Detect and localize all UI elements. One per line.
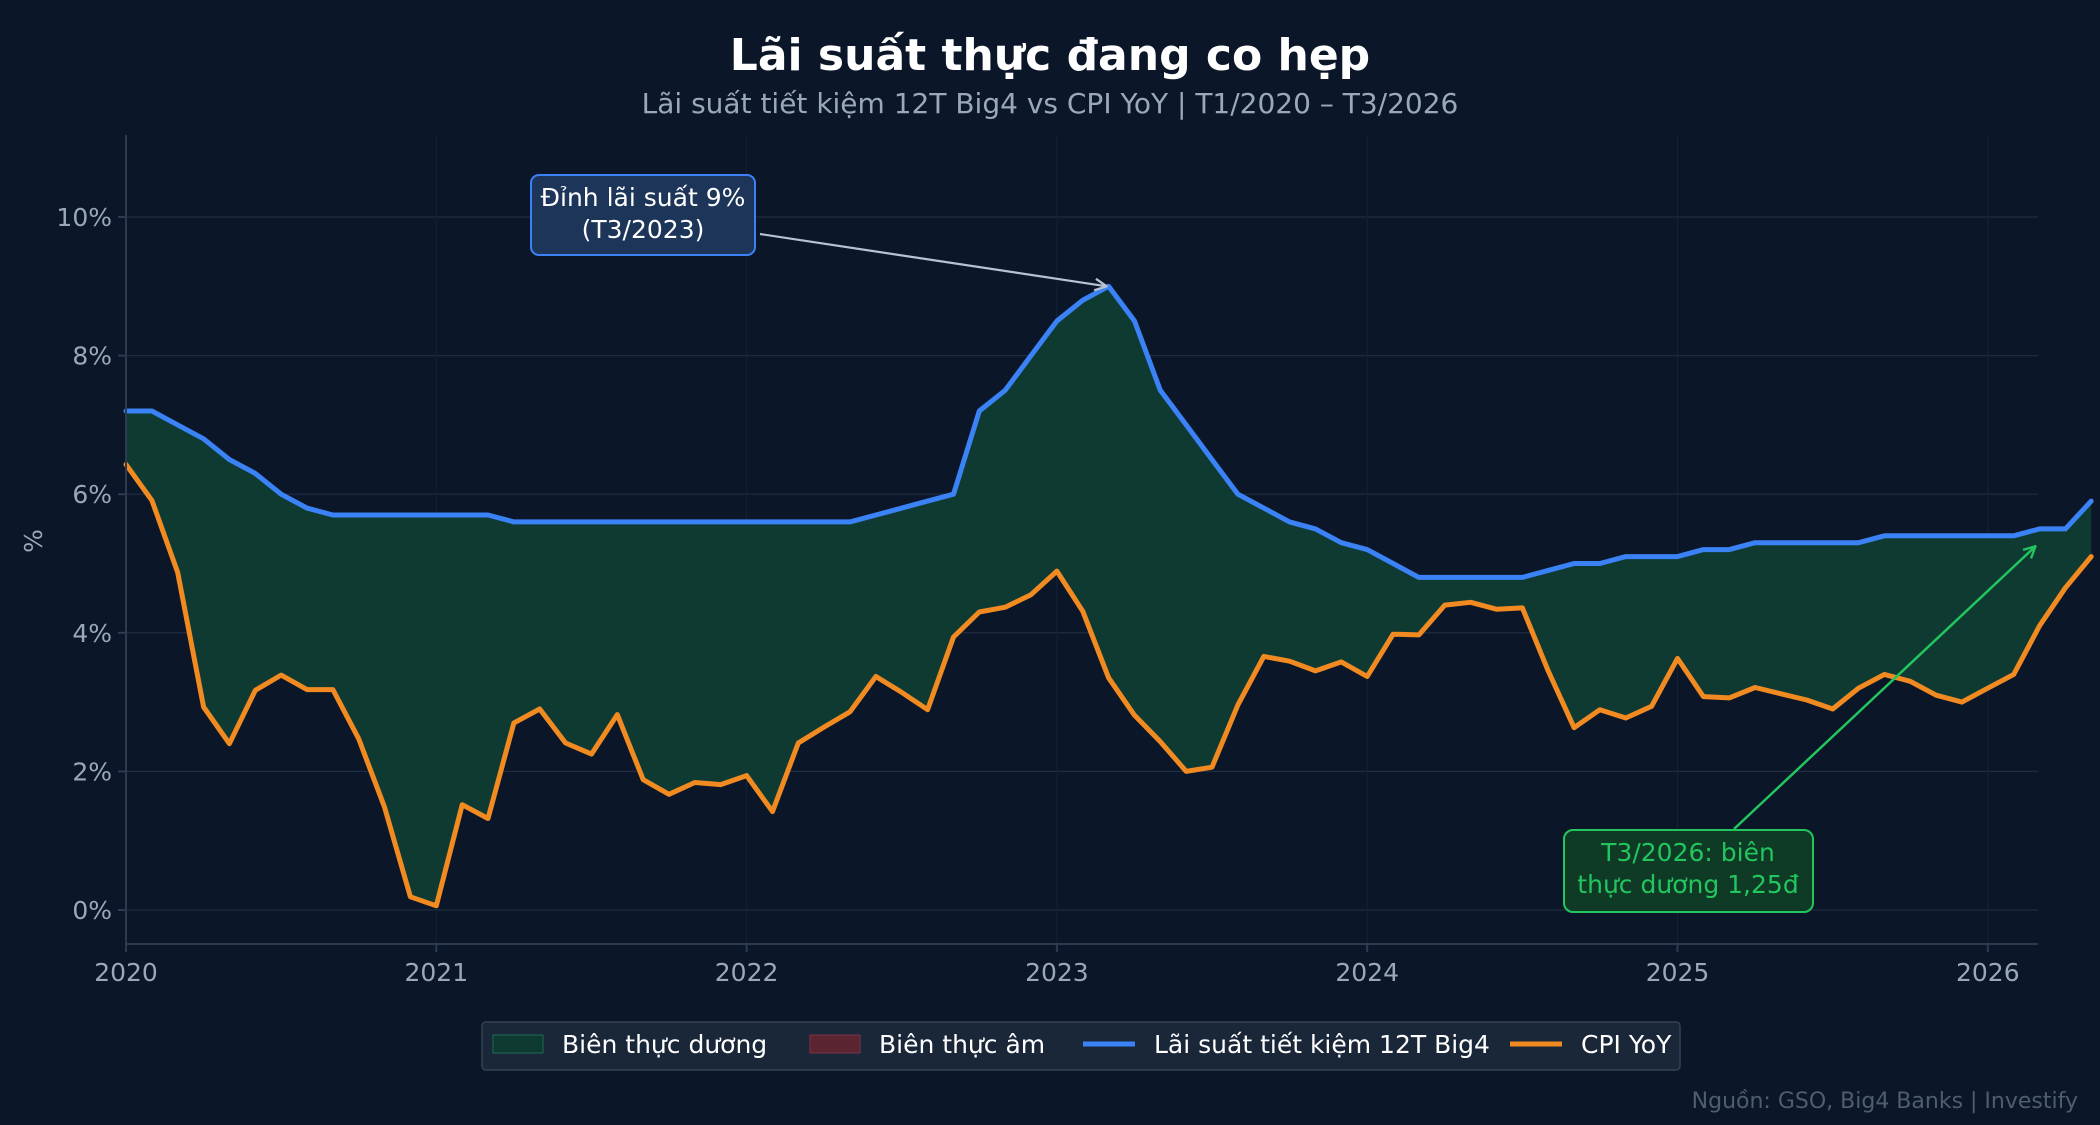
legend-box xyxy=(481,1021,1681,1071)
peak-annotation-box xyxy=(530,174,756,256)
cpi-yoy-line xyxy=(123,461,2094,909)
peak-annotation-arrow xyxy=(759,232,1107,286)
margin-annotation-text: thực dương 1,25đ xyxy=(1577,870,1799,899)
positive-margin-area xyxy=(126,286,2092,906)
legend-swatch-positive xyxy=(492,1034,544,1054)
legend-label: Lãi suất tiết kiệm 12T Big4 xyxy=(1154,1030,1490,1059)
y-tick-label: 4% xyxy=(72,619,112,648)
margin-annotation-text: T3/2026: biên xyxy=(1600,838,1775,867)
y-axis-label: % xyxy=(19,529,48,553)
y-tick-label: 8% xyxy=(72,342,112,371)
chart-subtitle: Lãi suất tiết kiệm 12T Big4 vs CPI YoY |… xyxy=(642,87,1459,120)
x-tick-label: 2025 xyxy=(1646,958,1710,987)
y-tick-label: 2% xyxy=(72,757,112,786)
margin-annotation-box xyxy=(1563,829,1814,913)
legend-swatch-negative xyxy=(809,1034,861,1054)
x-tick-label: 2020 xyxy=(94,958,158,987)
legend-label: Biên thực âm xyxy=(879,1030,1045,1059)
margin-annotation-arrow xyxy=(1733,546,2036,830)
chart-title: Lãi suất thực đang co hẹp xyxy=(730,30,1370,81)
x-tick-label: 2026 xyxy=(1956,958,2020,987)
y-tick-label: 6% xyxy=(72,480,112,509)
source-note: Nguồn: GSO, Big4 Banks | Investify xyxy=(1692,1089,2078,1114)
peak-annotation-text: Đỉnh lãi suất 9% xyxy=(541,183,746,212)
peak-annotation-text: (T3/2023) xyxy=(582,215,705,244)
x-tick-label: 2023 xyxy=(1025,958,1089,987)
axes xyxy=(125,135,2038,945)
legend-label: CPI YoY xyxy=(1581,1030,1672,1059)
legend-label: Biên thực dương xyxy=(562,1030,767,1059)
x-tick-label: 2021 xyxy=(404,958,468,987)
x-tick-label: 2024 xyxy=(1335,958,1399,987)
x-tick-label: 2022 xyxy=(715,958,779,987)
annotations: Đỉnh lãi suất 9% (T3/2023) T3/2026: biên th… xyxy=(530,174,2036,913)
tick-labels: 0% 2% 4% 6% 8% 10% 2020 2021 2022 2023 2024 2025 202… xyxy=(56,203,2019,987)
legend: Biên thực dương Biên thực âm Lãi suất tiết… xyxy=(481,1021,1681,1071)
real-margin-fill xyxy=(126,286,2092,906)
y-tick-label: 10% xyxy=(56,203,112,232)
y-tick-label: 0% xyxy=(72,896,112,925)
